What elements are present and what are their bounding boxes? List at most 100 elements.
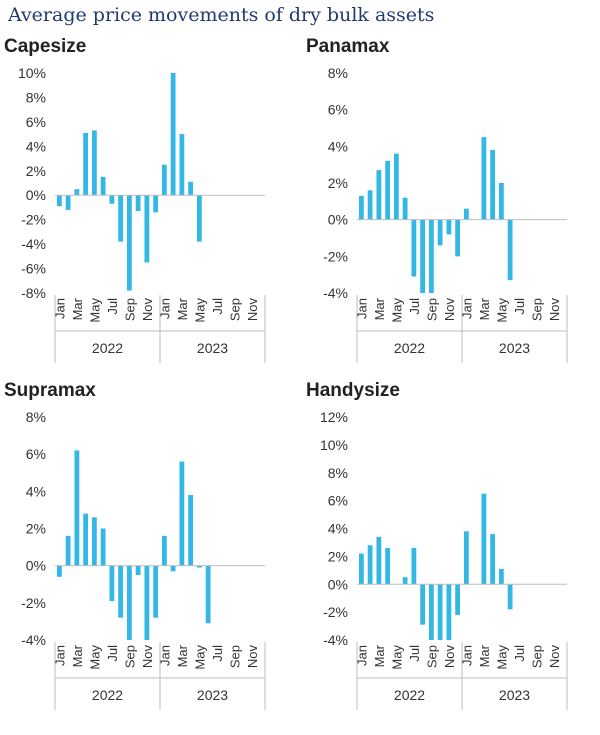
y-tick-label: -4% <box>323 632 348 648</box>
bar <box>481 493 487 585</box>
bar <box>100 176 106 196</box>
bar <box>385 161 391 220</box>
bar <box>490 150 496 220</box>
bar <box>118 195 124 242</box>
bar <box>411 548 417 585</box>
x-tick-label: May <box>494 645 509 670</box>
bar <box>490 534 496 585</box>
bar <box>118 565 124 618</box>
y-tick-label: -4% <box>21 236 46 252</box>
bar <box>463 208 469 220</box>
x-tick-label: Mar <box>477 297 492 320</box>
y-tick-label: 2% <box>26 521 46 537</box>
bar <box>507 219 513 281</box>
chart-title: Capesize <box>4 36 87 57</box>
x-tick-label: Jan <box>354 298 369 319</box>
x-tick-label: Jul <box>407 298 422 315</box>
bar <box>498 568 504 585</box>
bar <box>385 548 391 585</box>
x-tick-label: May <box>494 298 509 323</box>
x-tick-label: May <box>192 298 207 323</box>
x-tick-label: Mar <box>175 644 190 667</box>
x-tick-label: Mar <box>70 644 85 667</box>
y-tick-label: -4% <box>21 632 46 648</box>
bar <box>358 195 364 220</box>
bar <box>153 195 159 213</box>
x-tick-label: Sep <box>227 645 242 668</box>
y-tick-label: 6% <box>26 446 46 462</box>
bar <box>56 195 62 207</box>
bar <box>170 73 176 196</box>
bar <box>83 132 89 196</box>
y-tick-label: -4% <box>323 285 348 301</box>
year-label: 2023 <box>197 687 228 703</box>
year-label: 2022 <box>92 687 123 703</box>
bar <box>463 531 469 585</box>
bar <box>402 577 408 585</box>
x-tick-label: Jul <box>105 645 120 662</box>
y-tick-label: 2% <box>328 175 348 191</box>
y-tick-label: 12% <box>320 409 348 425</box>
year-label: 2022 <box>394 687 425 703</box>
bar <box>455 584 461 615</box>
x-tick-label: Jan <box>157 298 172 319</box>
x-tick-label: Jul <box>407 645 422 662</box>
bar <box>196 195 202 242</box>
x-tick-label: May <box>192 645 207 670</box>
bar <box>161 164 167 196</box>
bar <box>188 181 194 196</box>
chart-svg: -4%-2%0%2%4%6%8%10%12%Jan Mar May Jul Sep Nov… <box>320 409 568 710</box>
bar <box>91 517 97 566</box>
bar <box>507 584 513 610</box>
y-tick-label: 0% <box>26 187 46 203</box>
bar <box>135 195 141 212</box>
x-tick-label: Mar <box>372 644 387 667</box>
bar <box>402 197 408 220</box>
bar <box>188 495 194 566</box>
x-tick-label: Jan <box>459 298 474 319</box>
x-tick-label: Nov <box>140 645 155 669</box>
bar <box>109 195 115 204</box>
x-tick-label: Mar <box>372 297 387 320</box>
bar <box>367 545 373 585</box>
y-tick-label: -8% <box>21 285 46 301</box>
bar <box>65 535 71 566</box>
bar <box>446 219 452 235</box>
y-tick-label: 10% <box>320 437 348 453</box>
x-tick-label: Sep <box>424 645 439 668</box>
bar <box>161 535 167 566</box>
bar <box>393 153 399 220</box>
chart-svg: -8%-6%-4%-2%0%2%4%6%8%10%Jan Mar May Jul Sep… <box>18 65 266 363</box>
y-tick-label: -2% <box>323 248 348 264</box>
y-tick-label: 4% <box>328 521 348 537</box>
x-tick-label: Nov <box>442 298 457 322</box>
x-tick-label: Mar <box>175 297 190 320</box>
bar <box>498 183 504 220</box>
y-tick-label: 0% <box>328 212 348 228</box>
x-tick-label: Jul <box>512 645 527 662</box>
year-label: 2023 <box>499 340 530 356</box>
y-tick-label: -6% <box>21 261 46 277</box>
x-tick-label: Nov <box>245 298 260 322</box>
y-tick-label: 4% <box>26 483 46 499</box>
y-tick-label: 0% <box>26 558 46 574</box>
bar <box>376 536 382 585</box>
bar <box>367 190 373 220</box>
y-tick-label: 8% <box>328 65 348 81</box>
bar <box>420 219 426 293</box>
bar <box>126 195 132 291</box>
bar <box>144 565 150 640</box>
y-tick-label: -2% <box>21 595 46 611</box>
year-label: 2022 <box>394 340 425 356</box>
bar <box>91 130 97 196</box>
x-tick-label: Jan <box>52 298 67 319</box>
bar <box>74 189 80 196</box>
x-tick-label: Sep <box>424 298 439 321</box>
year-label: 2023 <box>499 687 530 703</box>
panel-supramax: Supramax -4% -2% 0% 2% 4% 6% 8% Jan Mar May Jul Sep… <box>0 380 300 735</box>
chart-svg: -4%-2%0%2%4%6%8%Jan Mar May Jul Sep Nov Jan Mar… <box>323 65 568 363</box>
chart-title: Supramax <box>4 380 96 401</box>
y-tick-label: 2% <box>328 548 348 564</box>
x-tick-label: Nov <box>245 645 260 669</box>
bar <box>179 461 185 566</box>
